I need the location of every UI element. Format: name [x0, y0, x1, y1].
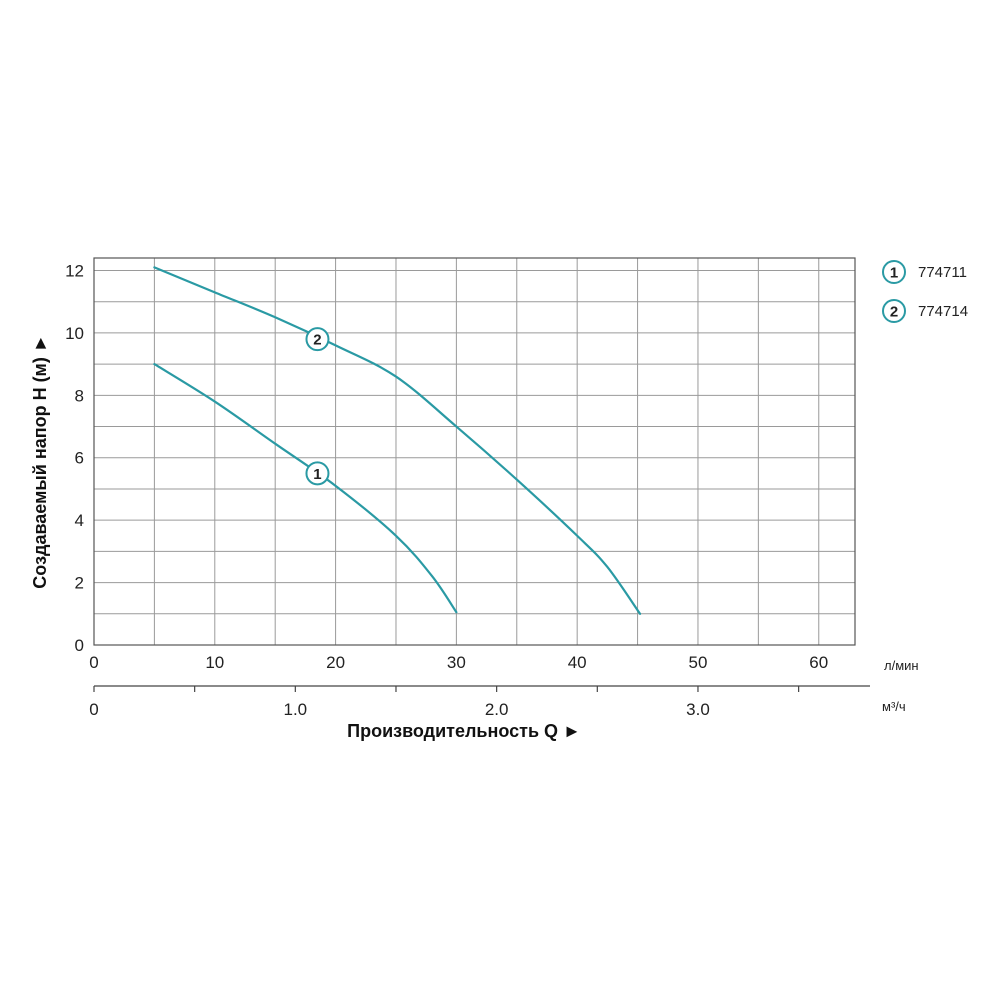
- series-line-2: [153, 266, 642, 615]
- x-axis-title: Производительность Q ►: [347, 721, 581, 741]
- legend-marker-label: 2: [890, 304, 898, 321]
- x-tick-label: 0: [89, 653, 98, 672]
- y-tick-label: 12: [65, 261, 84, 280]
- y-tick-label: 6: [75, 449, 84, 468]
- x-unit-label: л/мин: [884, 658, 919, 673]
- y-axis-title: Создаваемый напор H (м) ►: [30, 334, 50, 588]
- y-tick-label: 2: [75, 574, 84, 593]
- legend-marker-label: 1: [890, 265, 898, 282]
- legend: 1 774711 2 774714: [882, 260, 968, 323]
- x2-tick-label: 0: [89, 700, 98, 719]
- y-tick-label: 0: [75, 636, 84, 655]
- y-tick-labels: 0 2 4 6 8 10 12: [65, 261, 84, 655]
- series-marker-2: [305, 327, 330, 352]
- x-tick-label: 10: [205, 653, 224, 672]
- plot-frame: [93, 257, 856, 646]
- x2-tick-label: 1.0: [284, 700, 308, 719]
- series-line-1: [153, 363, 458, 614]
- x-tick-labels: 0 10 20 30 40 50 60: [89, 653, 828, 672]
- x-tick-label: 30: [447, 653, 466, 672]
- series-marker-label: 1: [313, 466, 321, 483]
- y-tick-label: 10: [65, 324, 84, 343]
- x2-unit-label: м³/ч: [882, 699, 906, 714]
- legend-marker: [882, 299, 906, 323]
- x-tick-label: 40: [568, 653, 587, 672]
- legend-label: 774714: [918, 303, 968, 320]
- legend-marker: [882, 260, 906, 284]
- x2-tick-label: 3.0: [686, 700, 710, 719]
- series-marker-label: 2: [313, 332, 321, 349]
- y-tick-label: 8: [75, 386, 84, 405]
- legend-label: 774711: [918, 264, 967, 281]
- x-tick-label: 50: [689, 653, 708, 672]
- series-marker-1: [305, 461, 330, 486]
- x2-axis: 0 1.0 2.0 3.0: [89, 686, 800, 719]
- grid: [94, 258, 855, 645]
- x-tick-label: 60: [809, 653, 828, 672]
- y-tick-label: 4: [75, 511, 84, 530]
- x2-tick-label: 2.0: [485, 700, 509, 719]
- series-lines: 12: [153, 266, 642, 615]
- x-tick-label: 20: [326, 653, 345, 672]
